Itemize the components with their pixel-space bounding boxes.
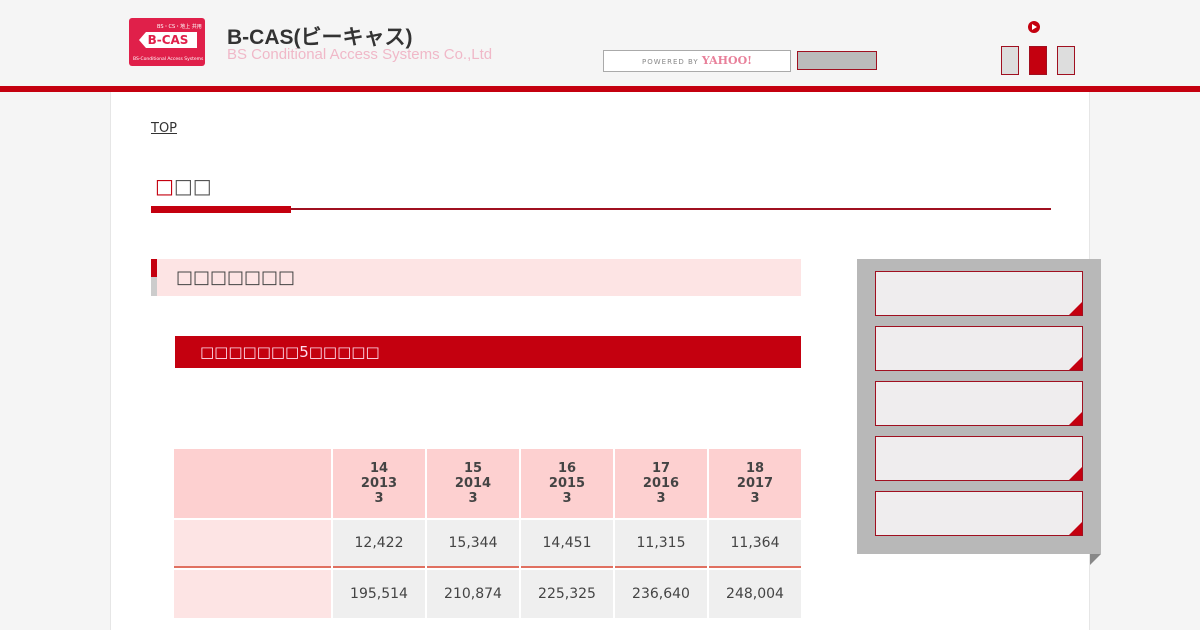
bcas-logo[interactable]: BS・CS・地上 共用 B-CAS BS-Conditional Access …: [129, 18, 205, 66]
table-cell: 236,640: [615, 570, 707, 618]
table-cell: 11,315: [615, 520, 707, 568]
header-cell-empty: [174, 449, 331, 518]
font-size-large-button[interactable]: [1057, 46, 1075, 75]
header-cell: 18 2017 3: [709, 449, 801, 518]
table-header-row: 14 2013 3 15 2014 3 16 2015 3 17 2016 3 18 2017 3: [174, 449, 801, 518]
logo-main-text: B-CAS: [139, 32, 197, 48]
sidebar-item[interactable]: [875, 491, 1083, 536]
site-subtitle: BS Conditional Access Systems Co.,Ltd: [227, 46, 493, 63]
table-cell: 15,344: [427, 520, 519, 568]
table-cell: 14,451: [521, 520, 613, 568]
table-cell: 248,004: [709, 570, 801, 618]
breadcrumb-top-link[interactable]: TOP: [151, 121, 178, 136]
sidebar-fold-corner: [1090, 554, 1101, 565]
row-label: [174, 570, 331, 618]
search-placeholder: POWERED BY: [642, 58, 699, 66]
table-cell: 225,325: [521, 570, 613, 618]
table-cell: 210,874: [427, 570, 519, 618]
subsection-heading: □□□□□□□5□□□□□: [175, 336, 801, 368]
font-size-small-button[interactable]: [1001, 46, 1019, 75]
table-cell: 12,422: [333, 520, 425, 568]
title-underline-accent: [151, 206, 291, 213]
site-header: BS・CS・地上 共用 B-CAS BS-Conditional Access …: [0, 0, 1200, 86]
sidebar-item[interactable]: [875, 326, 1083, 371]
site-title[interactable]: B-CAS(ビーキャス): [227, 26, 413, 49]
page-title-first: □: [155, 174, 174, 198]
section-heading-text: □□□□□□□: [176, 267, 296, 288]
table-row: 195,514 210,874 225,325 236,640 248,004: [174, 570, 801, 618]
table-row: 12,422 15,344 14,451 11,315 11,364: [174, 520, 801, 568]
play-icon[interactable]: [1028, 21, 1040, 33]
sidebar-item[interactable]: [875, 436, 1083, 481]
data-table: 14 2013 3 15 2014 3 16 2015 3 17 2016 3 18 2017 3 …: [172, 447, 803, 620]
row-label: [174, 520, 331, 568]
header-cell: 16 2015 3: [521, 449, 613, 518]
page-title: □□□: [155, 174, 212, 198]
header-divider: [0, 86, 1200, 92]
logo-bottom-text: BS-Conditional Access Systems: [133, 57, 204, 62]
header-cell: 17 2016 3: [615, 449, 707, 518]
table-cell: 195,514: [333, 570, 425, 618]
header-cell: 14 2013 3: [333, 449, 425, 518]
table-cell: 11,364: [709, 520, 801, 568]
sidebar-item[interactable]: [875, 271, 1083, 316]
sidebar-item[interactable]: [875, 381, 1083, 426]
sidebar-menu: [857, 259, 1101, 554]
header-cell: 15 2014 3: [427, 449, 519, 518]
font-size-medium-button[interactable]: [1029, 46, 1047, 75]
page-title-rest: □□: [173, 174, 212, 198]
logo-top-text: BS・CS・地上 共用: [157, 24, 202, 30]
yahoo-logo: YAHOO!: [701, 54, 752, 67]
search-button[interactable]: [797, 51, 877, 70]
section-heading: □□□□□□□: [151, 259, 801, 296]
search-input[interactable]: POWERED BY YAHOO!: [603, 50, 791, 72]
title-underline: [151, 208, 1051, 210]
